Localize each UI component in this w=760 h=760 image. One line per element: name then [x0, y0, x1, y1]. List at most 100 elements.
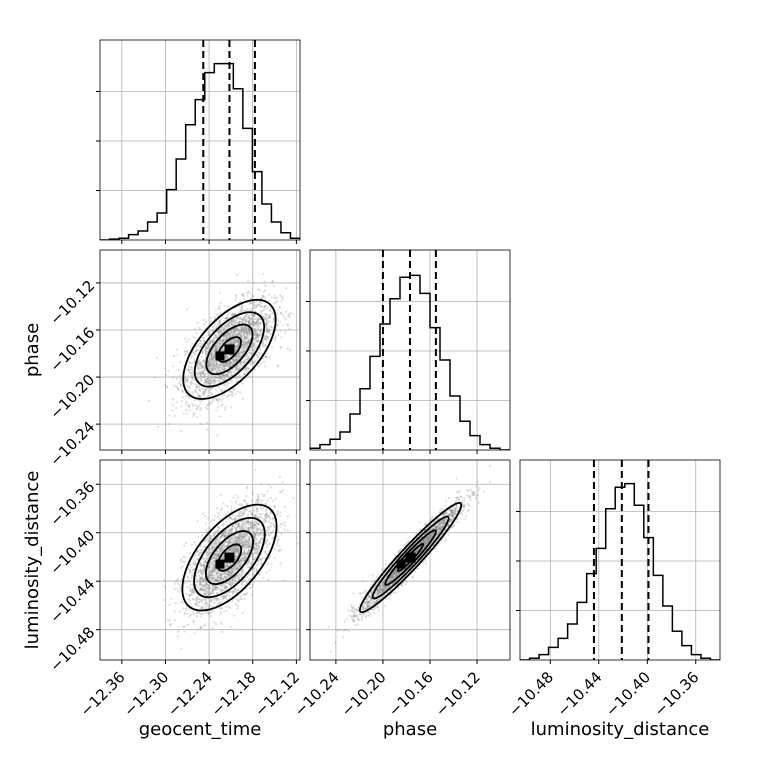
- sample-point: [234, 538, 237, 541]
- sample-point: [212, 339, 215, 342]
- sample-point: [226, 374, 229, 377]
- sample-point: [189, 371, 192, 374]
- sample-point: [204, 552, 208, 555]
- sample-point: [234, 368, 237, 371]
- sample-point: [207, 360, 210, 363]
- sample-point: [235, 359, 238, 362]
- sample-point: [236, 379, 239, 382]
- sample-point: [252, 514, 255, 518]
- sample-point: [252, 572, 255, 575]
- sample-point: [223, 362, 226, 366]
- sample-point: [249, 545, 252, 548]
- sample-point: [273, 505, 276, 509]
- sample-point: [165, 373, 168, 376]
- sample-point: [202, 375, 205, 379]
- sample-point: [176, 578, 179, 581]
- sample-point: [249, 331, 253, 334]
- sample-point: [212, 369, 215, 372]
- sample-point: [237, 563, 241, 567]
- sample-point: [223, 362, 226, 365]
- sample-point: [199, 572, 202, 575]
- sample-point: [220, 376, 223, 379]
- sample-point: [209, 586, 212, 590]
- sample-point: [209, 365, 212, 368]
- sample-point: [256, 500, 259, 504]
- sample-point: [244, 336, 247, 339]
- sample-point: [257, 334, 260, 337]
- sample-point: [223, 531, 226, 534]
- sample-point: [227, 591, 231, 594]
- sample-point: [234, 329, 237, 332]
- sample-point: [220, 367, 223, 370]
- sample-point: [187, 379, 190, 382]
- sample-point: [224, 308, 227, 312]
- sample-point: [212, 556, 215, 559]
- sample-point: [223, 376, 226, 380]
- sample-point: [157, 425, 160, 428]
- sample-point: [213, 519, 216, 522]
- sample-point: [212, 364, 215, 367]
- sample-point: [224, 358, 227, 361]
- sample-point: [232, 359, 236, 362]
- sample-point: [254, 557, 257, 560]
- sample-point: [177, 630, 180, 633]
- sample-point: [201, 387, 204, 391]
- sample-point: [207, 333, 210, 336]
- sample-point: [265, 571, 268, 574]
- sample-point: [235, 568, 239, 571]
- sample-point: [270, 326, 274, 329]
- sample-point: [245, 591, 248, 595]
- sample-point: [250, 317, 253, 320]
- sample-point: [212, 349, 215, 352]
- xlabel-geocent-time: geocent_time: [139, 719, 262, 740]
- sample-point: [257, 562, 260, 566]
- sample-point: [268, 330, 271, 334]
- sample-point: [180, 647, 183, 650]
- sample-point: [223, 375, 226, 378]
- sample-point: [219, 573, 222, 576]
- sample-point: [234, 527, 237, 530]
- sample-point: [240, 559, 243, 563]
- sample-point: [214, 333, 218, 336]
- sample-point: [194, 554, 197, 557]
- sample-point: [234, 333, 237, 337]
- sample-point: [252, 343, 256, 347]
- sample-point: [250, 352, 253, 355]
- sample-point: [231, 591, 234, 594]
- sample-point: [216, 398, 219, 401]
- sample-point: [242, 345, 245, 348]
- sample-point: [239, 538, 243, 542]
- sample-point: [235, 334, 238, 337]
- sample-point: [225, 520, 228, 523]
- sample-point: [219, 535, 223, 539]
- sample-point: [268, 329, 271, 332]
- sample-point: [207, 576, 210, 579]
- sample-point: [242, 553, 245, 556]
- sample-point: [254, 534, 258, 538]
- sample-point: [235, 359, 238, 363]
- sample-point: [247, 320, 250, 323]
- sample-point: [229, 581, 232, 584]
- sample-point: [215, 325, 219, 328]
- sample-point: [197, 385, 200, 388]
- sample-point: [266, 317, 270, 320]
- sample-point: [225, 374, 228, 377]
- sample-point: [212, 562, 215, 565]
- sample-point: [278, 491, 281, 494]
- sample-point: [281, 295, 284, 299]
- sample-point: [172, 376, 175, 379]
- sample-point: [264, 513, 267, 516]
- sample-point: [201, 612, 205, 615]
- sample-point: [223, 362, 227, 365]
- sample-point: [255, 521, 259, 525]
- sample-point: [230, 364, 234, 367]
- sample-point: [235, 538, 238, 542]
- panel-frame: [309, 249, 511, 451]
- sample-point: [249, 317, 252, 321]
- sample-point: [201, 371, 204, 374]
- sample-point: [239, 366, 242, 370]
- sample-point: [292, 313, 295, 316]
- sample-point: [212, 350, 215, 353]
- sample-point: [241, 325, 244, 328]
- sample-point: [221, 588, 224, 591]
